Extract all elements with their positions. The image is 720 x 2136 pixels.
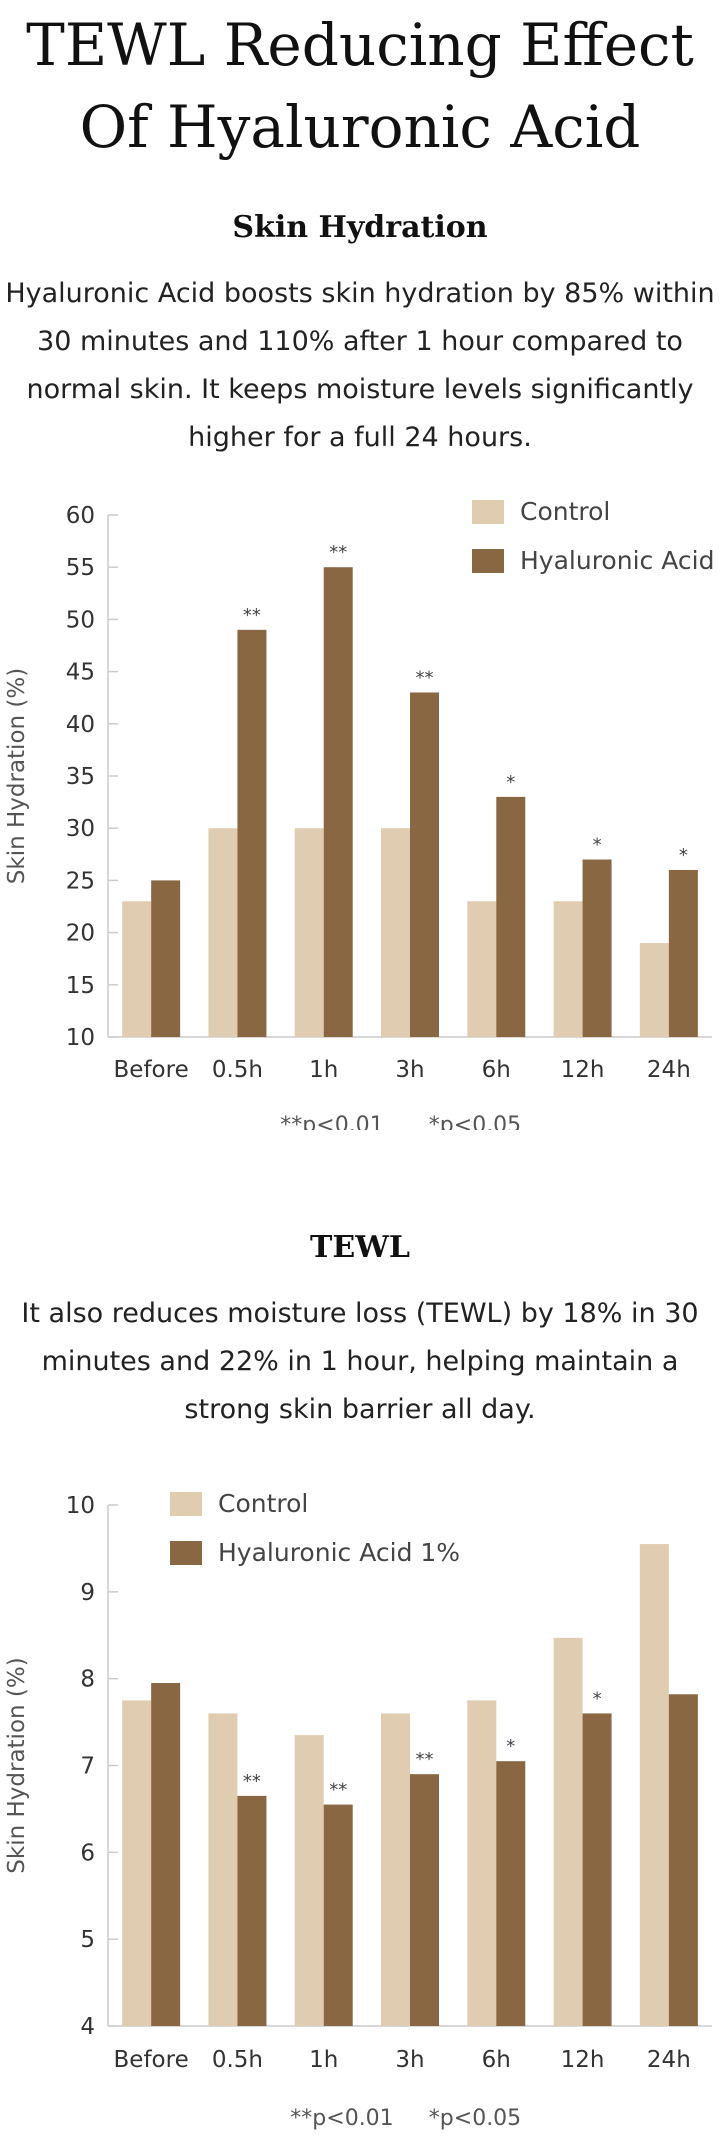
legend-label: Hyaluronic Acid bbox=[520, 546, 714, 575]
control-bar bbox=[553, 901, 583, 1037]
significance-marker: * bbox=[506, 772, 515, 793]
y-tick-label: 7 bbox=[80, 1754, 95, 1780]
legend-swatch bbox=[170, 1492, 202, 1516]
legend-swatch bbox=[472, 500, 504, 524]
legend-swatch bbox=[472, 549, 504, 573]
treatment-bar bbox=[582, 859, 612, 1037]
treatment-bar bbox=[237, 1795, 267, 2026]
x-tick-label: 6h bbox=[482, 2047, 511, 2073]
x-tick-label: Before bbox=[114, 1057, 189, 1083]
treatment-bar bbox=[668, 869, 698, 1037]
significance-marker: * bbox=[679, 845, 688, 866]
y-tick-label: 15 bbox=[66, 973, 95, 999]
treatment-bar bbox=[151, 880, 181, 1037]
control-bar bbox=[208, 1713, 238, 2026]
legend-swatch bbox=[170, 1541, 202, 1565]
control-bar bbox=[122, 901, 152, 1037]
control-bar bbox=[208, 828, 238, 1037]
control-bar bbox=[467, 1700, 497, 2026]
control-bar bbox=[639, 943, 669, 1037]
y-tick-label: 20 bbox=[66, 921, 95, 947]
treatment-bar bbox=[496, 1761, 526, 2026]
significance-note-single: *p<0.05 bbox=[429, 2106, 521, 2131]
y-tick-label: 30 bbox=[66, 816, 95, 842]
significance-marker: * bbox=[506, 1736, 515, 1757]
significance-marker: * bbox=[593, 1688, 602, 1709]
x-tick-label: 12h bbox=[561, 2047, 605, 2073]
x-tick-label: 1h bbox=[309, 2047, 338, 2073]
treatment-bar bbox=[323, 1804, 353, 2026]
y-tick-label: 45 bbox=[66, 660, 95, 686]
x-tick-label: 24h bbox=[647, 1057, 691, 1083]
y-tick-label: 50 bbox=[66, 607, 95, 633]
tewl-section-description: It also reduces moisture loss (TEWL) by … bbox=[21, 1298, 699, 1425]
legend-label: Hyaluronic Acid 1% bbox=[218, 1538, 460, 1567]
x-tick-label: 24h bbox=[647, 2047, 691, 2073]
treatment-bar bbox=[323, 567, 353, 1037]
x-tick-label: 0.5h bbox=[212, 2047, 263, 2073]
significance-marker: * bbox=[593, 835, 602, 856]
legend-label: Control bbox=[520, 497, 610, 526]
control-bar bbox=[639, 1544, 669, 2026]
y-tick-label: 8 bbox=[80, 1667, 95, 1693]
x-tick-label: 3h bbox=[395, 1057, 424, 1083]
y-tick-label: 5 bbox=[80, 1927, 95, 1953]
tewl-bar-chart: **p<0.01 *p<0.05 4 5 6 7 8 9 10 Skin Hydration … bbox=[4, 1489, 712, 2131]
y-tick-label: 55 bbox=[66, 555, 95, 581]
significance-note-double: **p<0.01 bbox=[290, 2106, 393, 2131]
significance-marker: ** bbox=[416, 667, 434, 688]
control-bar bbox=[467, 901, 497, 1037]
page-title: TEWL Reducing Effect Of Hyaluronic Acid bbox=[26, 11, 694, 161]
x-tick-label: 1h bbox=[309, 1057, 338, 1083]
y-axis-label: Skin Hydration (%) bbox=[4, 1657, 30, 1873]
x-tick-label: 12h bbox=[561, 1057, 605, 1083]
legend-label: Control bbox=[218, 1489, 308, 1518]
y-tick-label: 40 bbox=[66, 712, 95, 738]
significance-marker: ** bbox=[329, 1780, 347, 1801]
control-bar bbox=[122, 1700, 152, 2026]
x-tick-label: 0.5h bbox=[212, 1057, 263, 1083]
x-tick-label: 3h bbox=[395, 2047, 424, 2073]
hydration-section-description: Hyaluronic Acid boosts skin hydration by… bbox=[5, 278, 715, 453]
y-axis-label: Skin Hydration (%) bbox=[4, 668, 30, 884]
y-tick-label: 35 bbox=[66, 764, 95, 790]
control-bar bbox=[381, 1713, 410, 2026]
y-tick-label: 25 bbox=[66, 868, 95, 894]
significance-marker: ** bbox=[329, 542, 347, 563]
y-tick-label: 10 bbox=[66, 1493, 95, 1519]
x-tick-label: 6h bbox=[482, 1057, 511, 1083]
x-tick-label: Before bbox=[114, 2047, 189, 2073]
y-tick-label: 60 bbox=[66, 503, 95, 529]
treatment-bar bbox=[410, 1774, 439, 2026]
hydration-bar-chart: **p<0.01 *p<0.05 10 15 20 25 30 35 40 45 50 55 60 S… bbox=[4, 497, 714, 1130]
y-tick-label: 6 bbox=[80, 1840, 95, 1866]
hydration-section-title: Skin Hydration bbox=[232, 210, 488, 245]
treatment-bar bbox=[151, 1683, 181, 2026]
control-bar bbox=[294, 828, 324, 1037]
significance-marker: ** bbox=[243, 605, 261, 626]
treatment-bar bbox=[668, 1694, 698, 2026]
tewl-section-title: TEWL bbox=[310, 1230, 410, 1265]
treatment-bar bbox=[496, 796, 526, 1037]
significance-marker: ** bbox=[416, 1749, 434, 1770]
treatment-bar bbox=[410, 692, 439, 1037]
control-bar bbox=[553, 1637, 583, 2026]
significance-marker: ** bbox=[243, 1771, 261, 1792]
treatment-bar bbox=[237, 629, 267, 1037]
control-bar bbox=[294, 1735, 324, 2026]
treatment-bar bbox=[582, 1713, 612, 2026]
significance-note-single: *p<0.05 bbox=[429, 1113, 521, 1130]
control-bar bbox=[381, 828, 410, 1037]
y-tick-label: 10 bbox=[66, 1025, 95, 1051]
y-tick-label: 9 bbox=[80, 1580, 95, 1606]
y-tick-label: 4 bbox=[80, 2014, 95, 2040]
significance-note-double: **p<0.01 bbox=[280, 1113, 383, 1130]
